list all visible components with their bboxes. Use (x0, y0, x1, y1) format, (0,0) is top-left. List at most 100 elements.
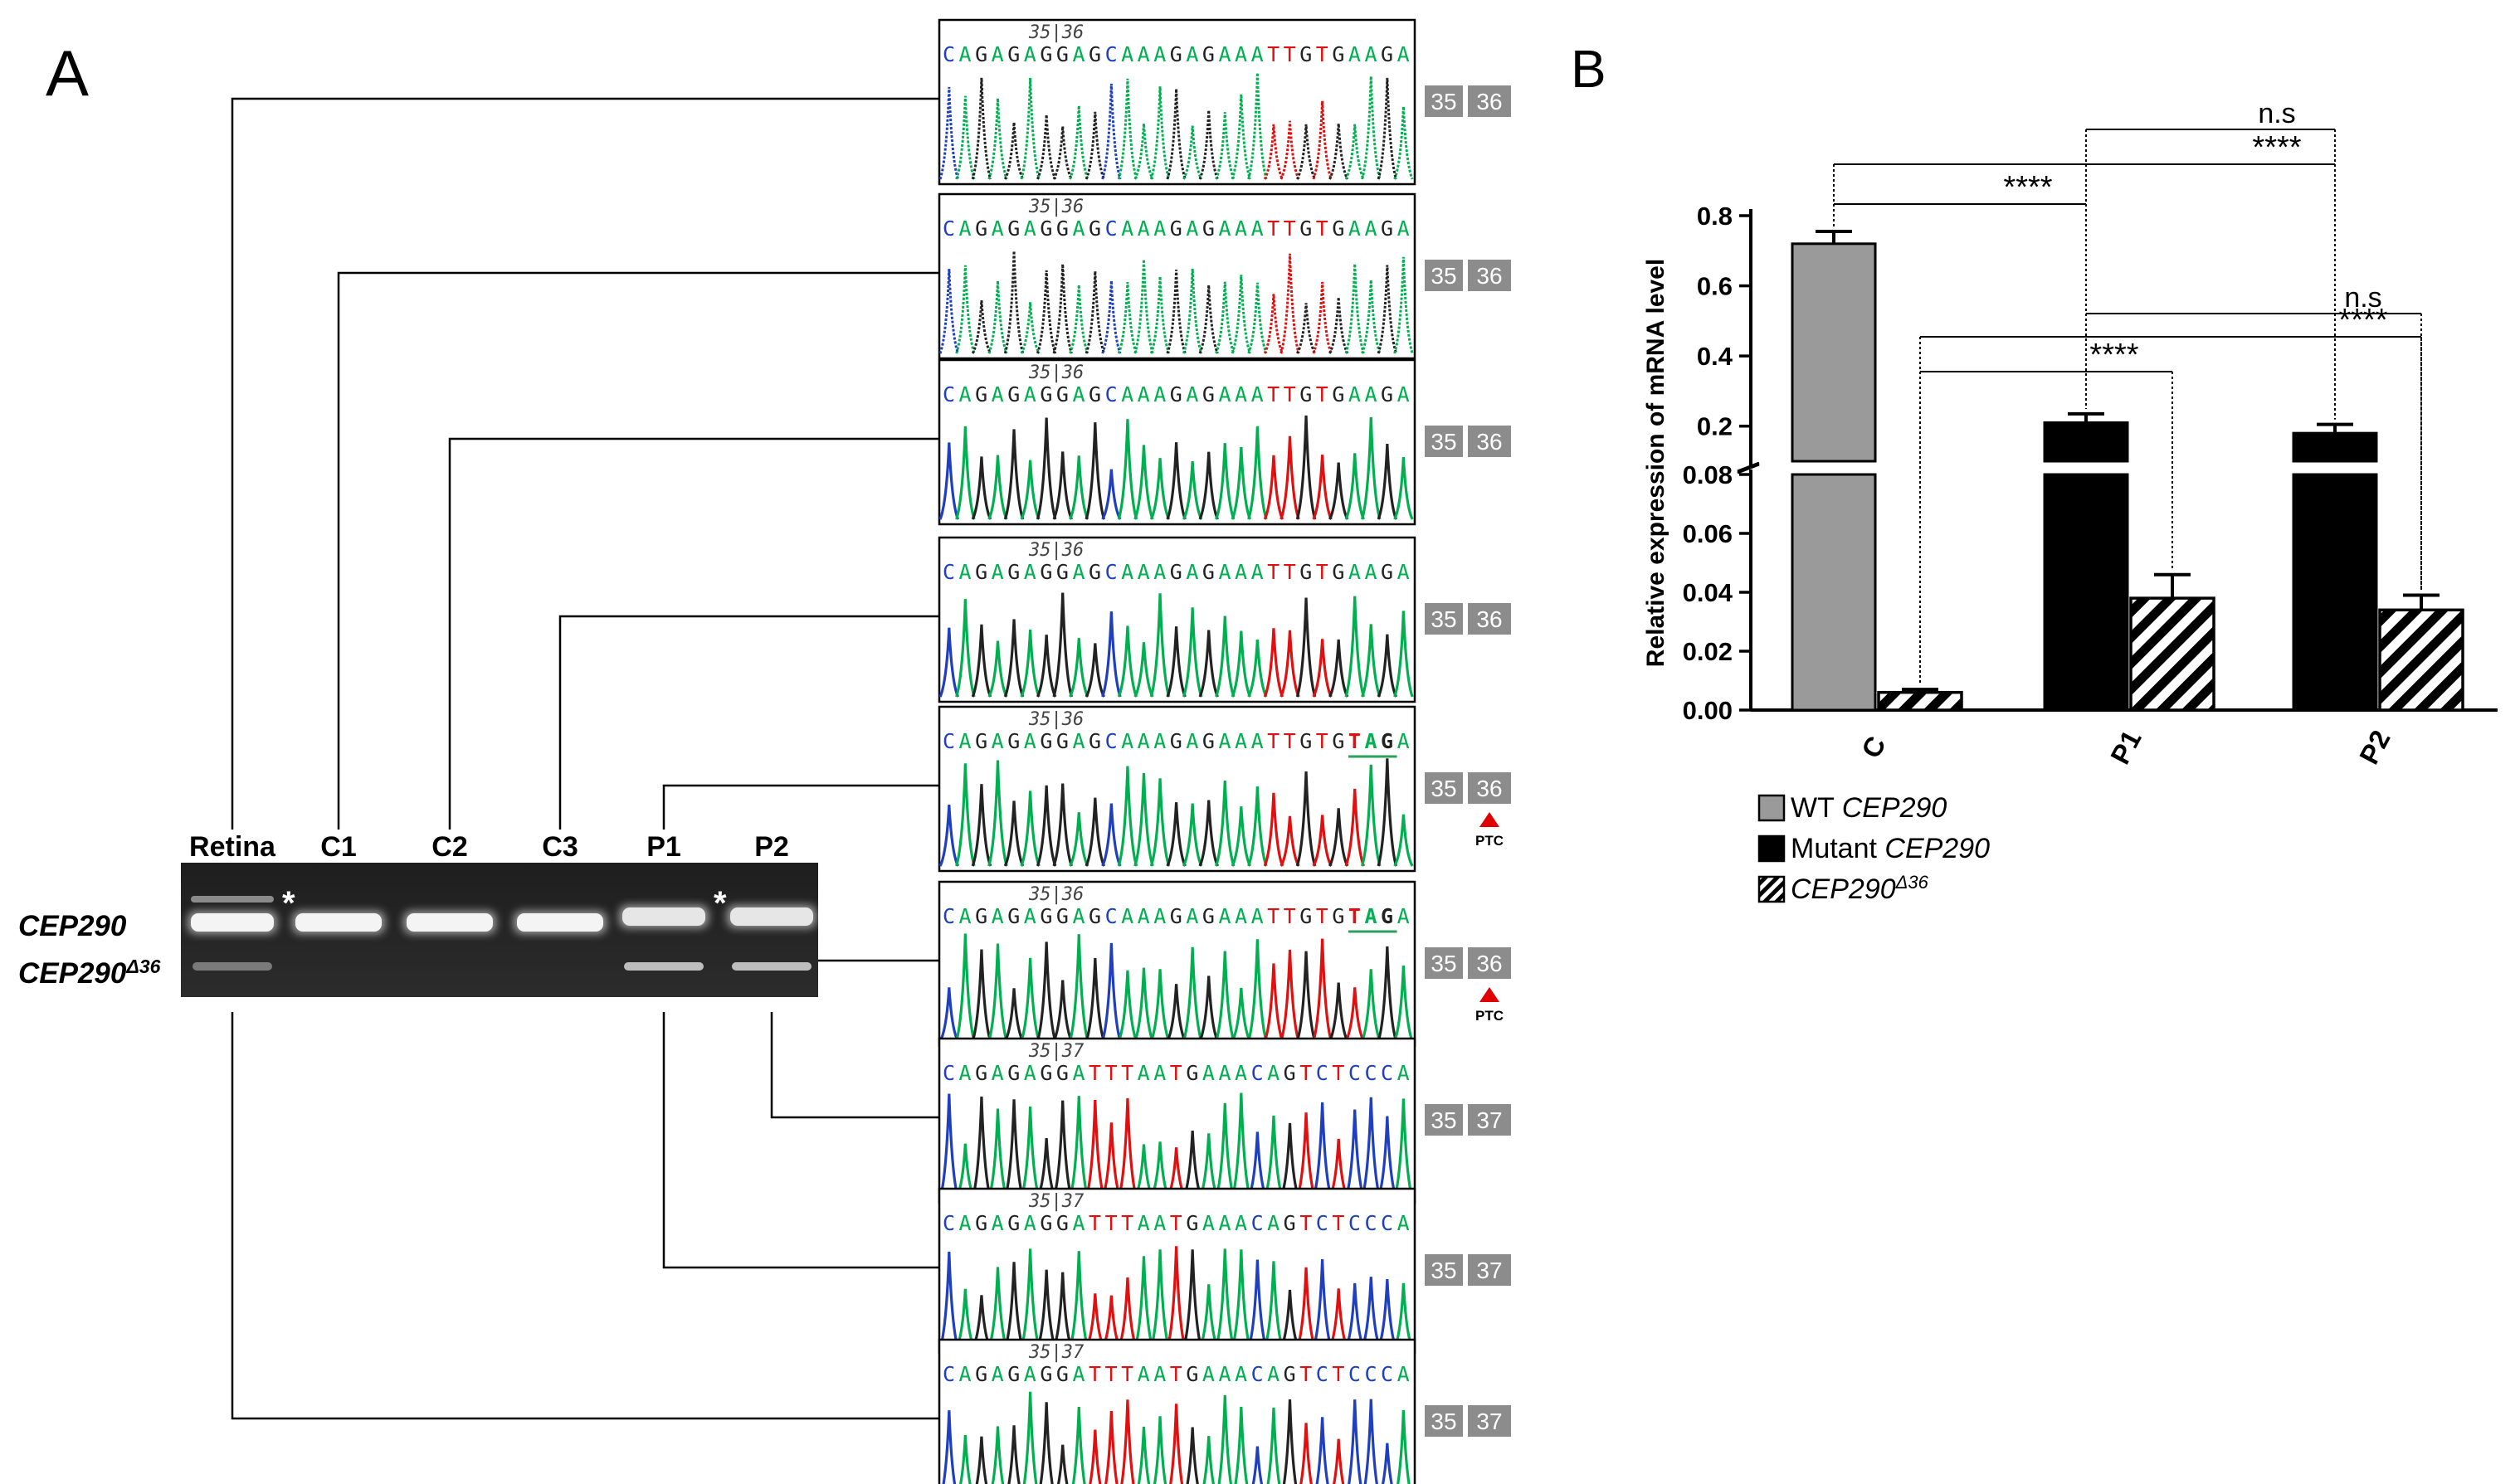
trace-peak (1085, 643, 1106, 698)
trace-peak (1020, 1248, 1041, 1349)
trace-peak (1361, 75, 1382, 180)
trace-peak (1328, 1288, 1349, 1349)
trace-peak (1377, 265, 1398, 354)
trace-peak (1068, 934, 1089, 1042)
trace-peak (1069, 812, 1089, 867)
trace-peak (1279, 253, 1300, 354)
trace-peak (1133, 259, 1154, 354)
gel-lane-label-p2: P2 (754, 831, 789, 863)
trace-peak (938, 269, 959, 354)
trace-peak (1247, 786, 1268, 867)
significance-label: n.s (2344, 282, 2381, 314)
trace-peak (1182, 803, 1203, 867)
trace-peak (971, 77, 992, 180)
trace-peak (1247, 939, 1268, 1042)
trace-peak (1198, 800, 1219, 867)
gel-asterisk: * (714, 885, 727, 922)
trace-peak (1344, 1282, 1365, 1349)
bar-hatched-p2 (2378, 608, 2464, 712)
bar-black-p1 (2043, 473, 2129, 712)
gel-band-full-length (191, 913, 274, 932)
gel-asterisk: * (282, 885, 295, 922)
trace-peak (1344, 788, 1365, 867)
trace-peak (1085, 1293, 1106, 1349)
trace-peak (1117, 625, 1138, 698)
trace-peak (1003, 1262, 1025, 1349)
trace-peak (1247, 639, 1268, 698)
ptc-label: PTC (1475, 1008, 1504, 1024)
connector-line-p1 (662, 784, 939, 830)
gel-image: * * * Retina C1 C2 C3 P1 P2 CEP290 CEP290Δ36 (18, 831, 835, 997)
trace-junction-label: 35|36 (1028, 884, 1084, 905)
trace-peak (971, 300, 992, 354)
trace-peak (1361, 624, 1382, 698)
trace-peak (971, 1096, 992, 1199)
trace-peak (1198, 285, 1219, 354)
trace-peak (1166, 984, 1187, 1042)
trace-peak (1166, 442, 1187, 520)
chromatogram-trace: 35|36C A G A G A G G A G C A A A G A G A A A T T G T G T A G A 35 36 PT… (938, 880, 1511, 1048)
trace-peak (1234, 1406, 1249, 1484)
trace-peak (1377, 1116, 1398, 1199)
exon-box-right (1468, 772, 1511, 804)
band-label-cep290: CEP290 (18, 910, 127, 942)
y-tick-label: 0.04 (1683, 578, 1733, 607)
trace-peak (1166, 270, 1187, 354)
trace-peak (1312, 281, 1333, 354)
trace-peak (1003, 251, 1025, 354)
trace-peak (1295, 597, 1317, 698)
trace-peak (1295, 951, 1317, 1042)
trace-peak (1344, 264, 1365, 354)
trace-peak (1361, 969, 1382, 1042)
trace-peak (1166, 802, 1187, 867)
trace-peak (1036, 941, 1057, 1042)
exon-number-right: 37 (1476, 1107, 1502, 1133)
exon-number-right: 36 (1476, 776, 1502, 801)
exon-number-left: 35 (1431, 263, 1456, 289)
trace-peak (1263, 1115, 1284, 1199)
trace-peak (1215, 781, 1236, 867)
trace-peak (1396, 1410, 1411, 1484)
trace-peak (1231, 1092, 1252, 1199)
trace-peak (1101, 803, 1122, 867)
trace-peak (1231, 630, 1252, 698)
trace-peak (1263, 792, 1284, 867)
chromatogram-trace: 35|37C A G A G A G G A T T T A A T G A A A C A G T C T C C C A 35 37 (938, 1187, 1511, 1355)
gel-lane-labels: Retina C1 C2 C3 P1 P2 (189, 831, 789, 863)
trace-peak (1117, 78, 1138, 180)
bar-chart: 0.00 0.02 0.04 0.06 0.08 0.2 0.4 0.6 0.8 Relative… (1642, 98, 2498, 905)
trace-peak (1279, 815, 1300, 867)
trace-peak (1279, 435, 1300, 520)
trace-peak (987, 98, 1008, 180)
trace-peak (1149, 1249, 1171, 1349)
trace-peak (1328, 123, 1349, 180)
trace-peak (1003, 988, 1025, 1042)
trace-peak (1052, 783, 1073, 867)
trace-peak (1149, 458, 1171, 520)
trace-peak (1214, 1102, 1236, 1199)
trace-peak (1149, 969, 1171, 1042)
exon-number-right: 36 (1476, 951, 1502, 976)
trace-peak (1085, 797, 1106, 867)
significance-label: n.s (2258, 98, 2295, 129)
chromatogram-trace: 35|36C A G A G A G G A G C A A A G A G A A A T T G T G A A G A 35 36 (938, 358, 1511, 526)
ptc-label: PTC (1475, 833, 1504, 849)
trace-peak (1133, 642, 1154, 698)
trace-peak (1182, 607, 1203, 698)
trace-peak (1360, 764, 1382, 867)
gel-band-delta36 (193, 962, 272, 971)
trace-peak (938, 1093, 960, 1199)
axis-break-mark (1737, 461, 1760, 473)
trace-peak (1036, 417, 1057, 520)
trace-peak (975, 1436, 988, 1484)
trace-peak (1377, 758, 1398, 867)
trace-peak (1020, 629, 1041, 698)
trace-junction-label: 35|37 (1028, 1041, 1085, 1062)
trace-peak (1020, 302, 1041, 354)
trace-peak (1052, 1100, 1073, 1199)
bar-hatched-c (1877, 690, 1963, 712)
connector-line-c2 (448, 437, 939, 830)
trace-peak (1215, 112, 1236, 180)
trace-peak (955, 763, 976, 867)
y-tick-label: 0.8 (1697, 202, 1733, 231)
